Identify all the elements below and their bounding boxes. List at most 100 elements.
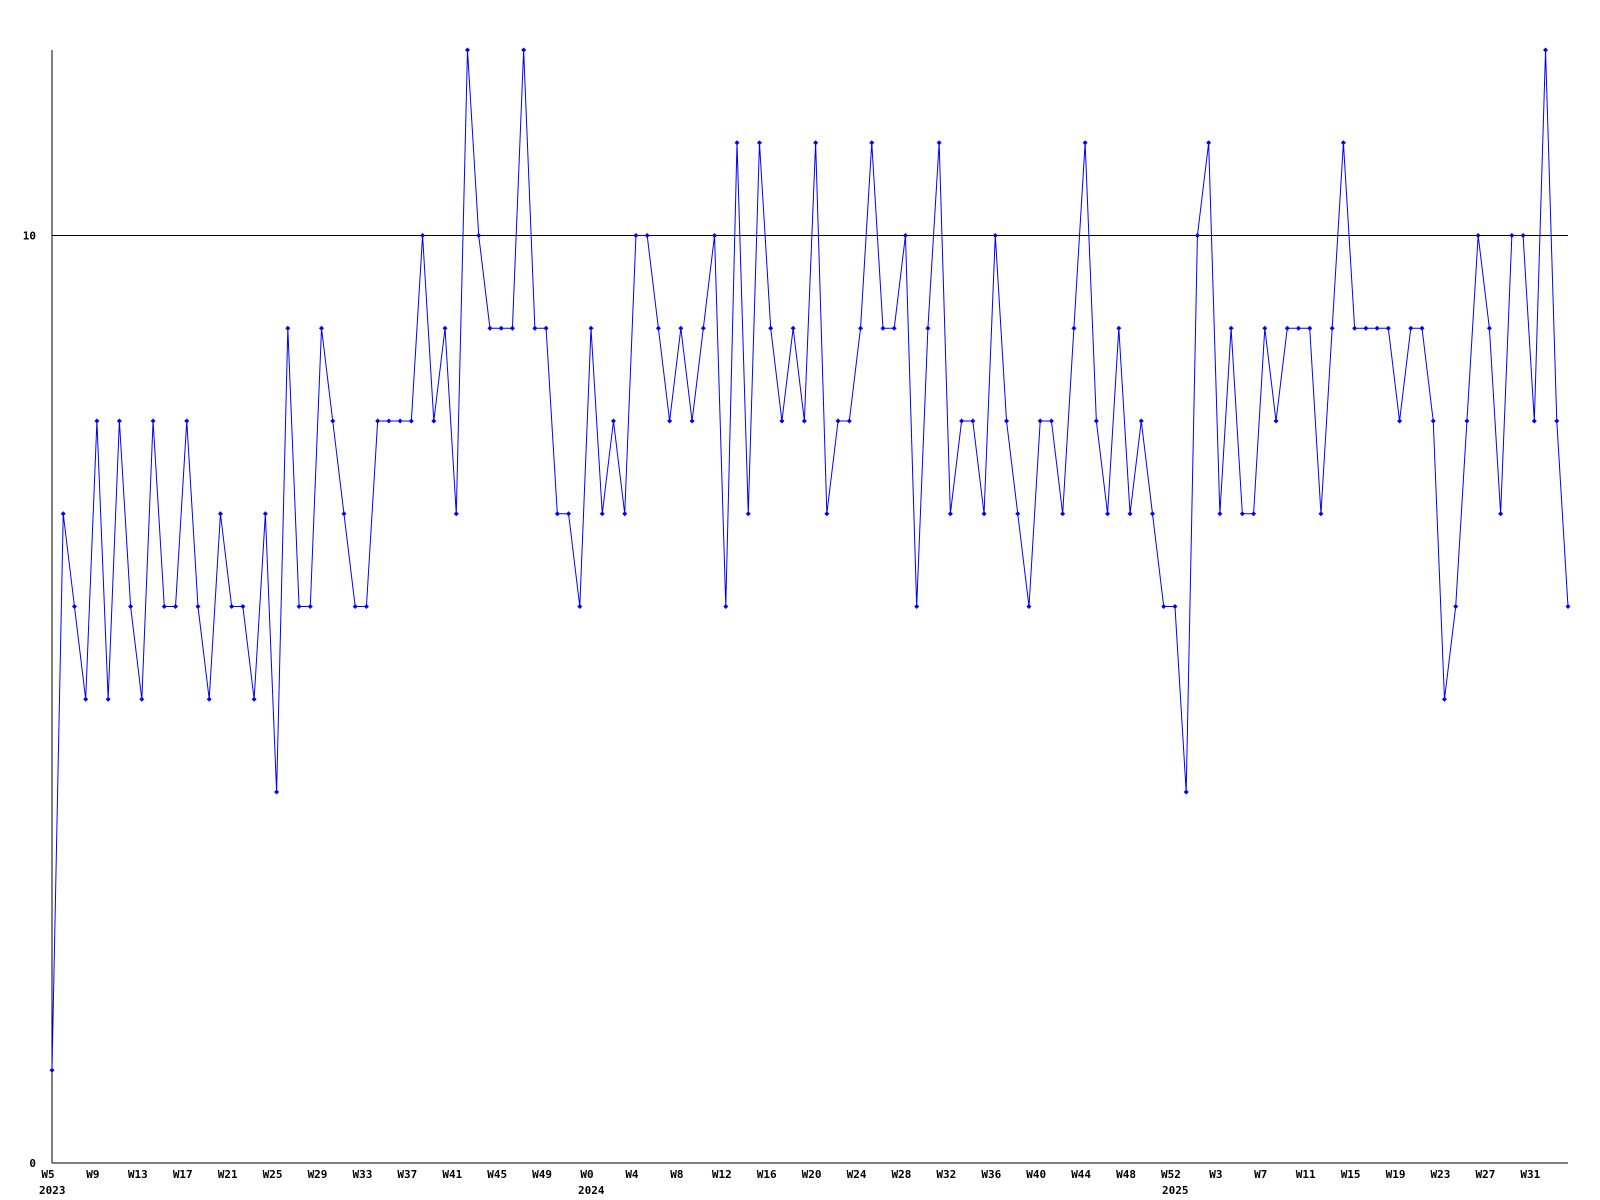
data-point: [83, 696, 89, 702]
data-point: [352, 604, 358, 609]
x-tick-label: W23: [1431, 1168, 1451, 1181]
data-point: [1026, 604, 1032, 609]
data-point: [756, 140, 762, 146]
data-point: [1385, 325, 1391, 331]
x-tick-label: W16: [757, 1168, 777, 1181]
data-point: [1273, 418, 1279, 424]
x-tick-label: W33: [352, 1168, 372, 1181]
x-tick-label: W45: [487, 1168, 507, 1181]
x-tick-label: W11: [1296, 1168, 1316, 1181]
data-point: [341, 511, 347, 517]
data-point: [1172, 604, 1178, 609]
data-point: [184, 418, 190, 424]
data-point: [1048, 418, 1054, 424]
data-point: [745, 511, 751, 517]
x-year-label: 2023: [39, 1184, 66, 1197]
data-point: [1239, 511, 1245, 517]
x-year-label: 2025: [1162, 1184, 1189, 1197]
x-tick-label: W44: [1071, 1168, 1091, 1181]
x-tick-label: W21: [218, 1168, 238, 1181]
data-point: [431, 418, 437, 424]
x-tick-label: W32: [936, 1168, 956, 1181]
data-point: [307, 604, 313, 609]
data-point: [1194, 233, 1200, 238]
data-point: [408, 418, 414, 424]
data-point: [330, 418, 336, 424]
data-point: [1105, 511, 1111, 517]
data-point: [453, 511, 459, 517]
data-point: [723, 604, 729, 609]
data-point: [981, 511, 987, 517]
data-point: [790, 325, 796, 331]
data-point: [1430, 418, 1436, 424]
data-point: [1554, 418, 1560, 424]
data-point: [689, 418, 695, 424]
data-point: [959, 418, 965, 424]
data-point: [633, 233, 639, 238]
x-tick-label: W31: [1520, 1168, 1540, 1181]
data-point: [363, 604, 369, 609]
x-tick-label: W49: [532, 1168, 552, 1181]
data-point: [1262, 325, 1268, 331]
data-point: [1127, 511, 1133, 517]
data-point: [1531, 418, 1537, 424]
data-point: [902, 233, 908, 238]
data-point: [947, 511, 953, 517]
data-point: [1318, 511, 1324, 517]
data-line: [51, 49, 1569, 1071]
data-point: [487, 325, 493, 331]
data-point: [824, 511, 830, 517]
data-point: [1037, 418, 1043, 424]
data-point: [712, 233, 718, 238]
data-point: [1464, 418, 1470, 424]
x-tick-label: W52: [1161, 1168, 1181, 1181]
data-point: [667, 418, 673, 424]
data-point: [229, 604, 235, 609]
data-point: [1441, 696, 1447, 702]
data-point: [1251, 511, 1257, 517]
data-point: [1060, 511, 1066, 517]
data-point: [678, 325, 684, 331]
data-point: [1408, 325, 1414, 331]
data-point: [1453, 604, 1459, 609]
data-point: [925, 325, 931, 331]
data-point: [105, 696, 111, 702]
data-point: [1228, 325, 1234, 331]
data-point: [588, 325, 594, 331]
data-point: [296, 604, 302, 609]
x-tick-label: W4: [625, 1168, 639, 1181]
data-point: [1565, 604, 1571, 609]
data-point: [599, 511, 605, 517]
data-point: [1419, 325, 1425, 331]
x-tick-label: W13: [128, 1168, 148, 1181]
x-tick-label: W5: [41, 1168, 54, 1181]
data-point: [1307, 325, 1313, 331]
data-point: [610, 418, 616, 424]
data-point: [813, 140, 819, 146]
x-tick-label: W12: [712, 1168, 732, 1181]
data-point: [1520, 233, 1526, 238]
data-point: [768, 325, 774, 331]
y-tick-label: 0: [29, 1157, 36, 1170]
data-point: [1161, 604, 1167, 609]
data-point: [285, 325, 291, 331]
data-point: [835, 418, 841, 424]
data-point: [1150, 511, 1156, 517]
x-tick-label: W40: [1026, 1168, 1046, 1181]
data-point: [397, 418, 403, 424]
data-point: [858, 325, 864, 331]
data-point: [1116, 325, 1122, 331]
y-tick-label: 10: [23, 230, 36, 243]
data-point: [700, 325, 706, 331]
data-point: [869, 140, 875, 146]
x-tick-label: W37: [397, 1168, 417, 1181]
data-point: [195, 604, 201, 609]
data-point: [498, 325, 504, 331]
data-point: [386, 418, 392, 424]
x-tick-label: W24: [847, 1168, 867, 1181]
data-point: [936, 140, 942, 146]
data-point: [970, 418, 976, 424]
data-point: [116, 418, 122, 424]
data-point: [240, 604, 246, 609]
data-point: [532, 325, 538, 331]
